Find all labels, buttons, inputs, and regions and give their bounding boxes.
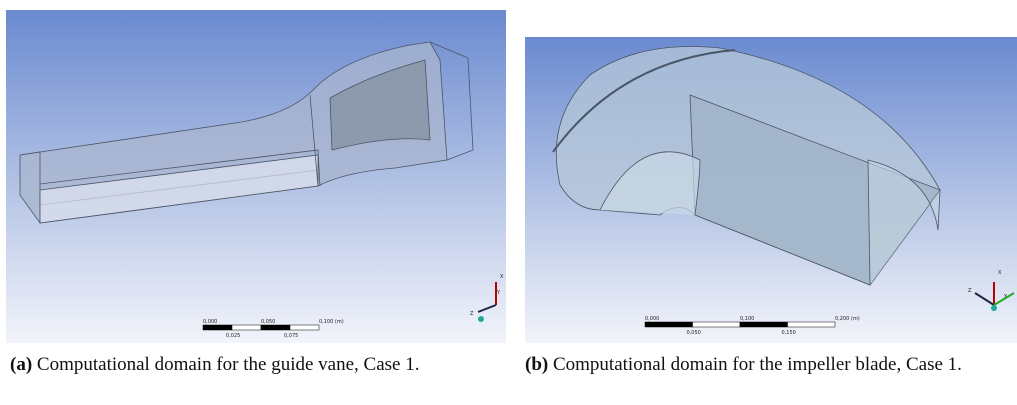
axis-label: X bbox=[998, 270, 1002, 276]
caption-label: (b) bbox=[525, 354, 548, 375]
scale-label: 0,000 bbox=[645, 316, 659, 322]
caption-label: (a) bbox=[10, 354, 32, 375]
scale-label: 0,200 (m) bbox=[835, 316, 860, 322]
scale-label: 0,050 bbox=[687, 330, 701, 336]
scale-segment bbox=[261, 325, 290, 330]
figure: 0,0000,0500,100 (m)0,0250,075XYZ0,0000,1… bbox=[0, 0, 1017, 405]
scale-label: 0,100 bbox=[740, 316, 754, 322]
axis-label: X bbox=[500, 274, 504, 280]
scale-label: 0,025 bbox=[226, 333, 240, 339]
scale-label: 0,150 bbox=[782, 330, 796, 336]
caption-text: Computational domain for the impeller bl… bbox=[553, 354, 962, 375]
axis-label: Z bbox=[470, 311, 474, 317]
scale-segment bbox=[290, 325, 319, 330]
scale-segment bbox=[740, 322, 788, 327]
scale-label: 0,100 (m) bbox=[319, 319, 344, 325]
scale-label: 0,000 bbox=[203, 319, 217, 325]
scale-segment bbox=[232, 325, 261, 330]
scale-label: 0,050 bbox=[261, 319, 275, 325]
axis-label: Z bbox=[968, 288, 972, 294]
caption-text: Computational domain for the guide vane,… bbox=[37, 354, 420, 375]
renders: 0,0000,0500,100 (m)0,0250,075XYZ0,0000,1… bbox=[0, 0, 1017, 405]
scale-segment bbox=[788, 322, 836, 327]
scale-segment bbox=[645, 322, 693, 327]
caption-a: (a) Computational domain for the guide v… bbox=[10, 352, 500, 377]
caption-b: (b) Computational domain for the impelle… bbox=[525, 352, 1015, 377]
scale-label: 0,075 bbox=[284, 333, 298, 339]
scale-segment bbox=[203, 325, 232, 330]
scale-segment bbox=[693, 322, 741, 327]
